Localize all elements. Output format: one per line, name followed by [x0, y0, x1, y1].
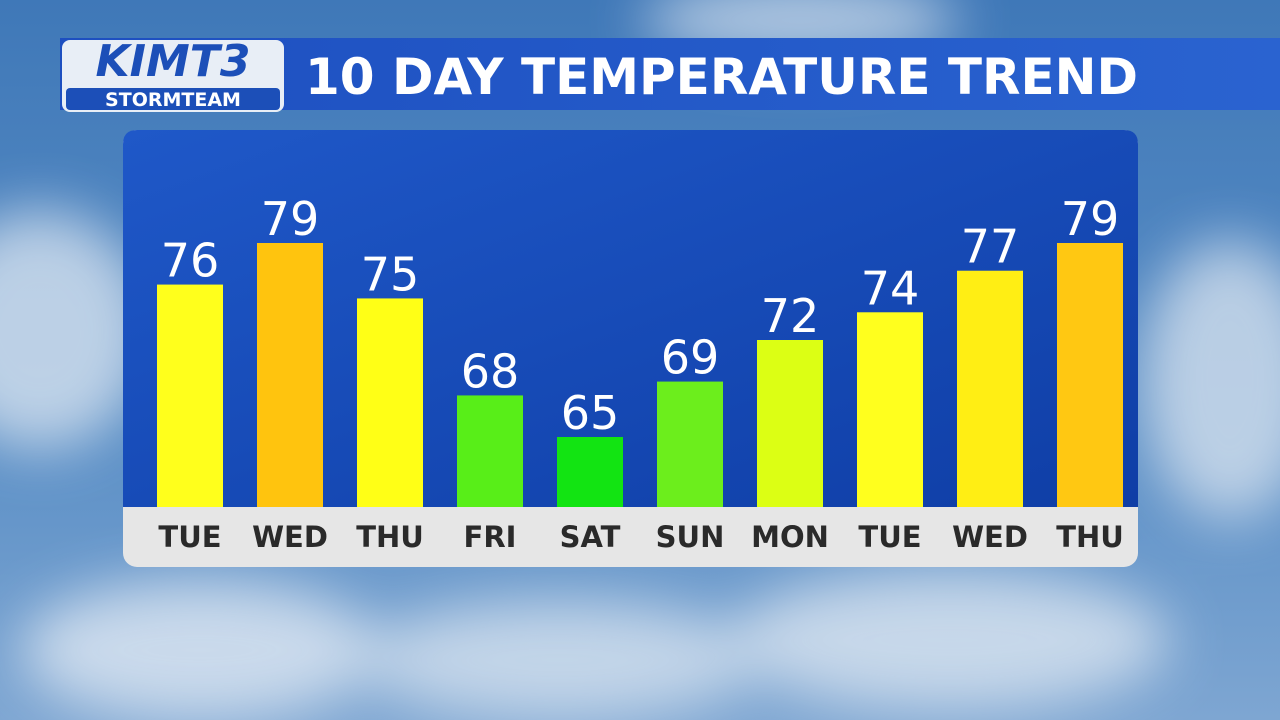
x-tick-label: WED: [952, 520, 1028, 554]
x-tick-label: THU: [1056, 520, 1124, 554]
bar: [957, 270, 1023, 507]
bar: [457, 395, 523, 507]
value-label: 77: [961, 220, 1020, 274]
value-label: 79: [1061, 192, 1120, 246]
value-label: 69: [661, 331, 720, 385]
x-tick-label: MON: [751, 520, 829, 554]
value-label: 65: [561, 386, 620, 440]
bar: [857, 312, 923, 507]
bar: [1057, 243, 1123, 507]
value-label: 75: [361, 247, 420, 301]
value-label: 68: [461, 344, 520, 398]
x-tick-label: FRI: [464, 520, 517, 554]
x-tick-label: TUE: [158, 520, 221, 554]
value-label: 74: [861, 261, 920, 315]
x-tick-label: WED: [252, 520, 328, 554]
value-label: 72: [761, 289, 820, 343]
x-tick-label: TUE: [858, 520, 921, 554]
bar: [357, 298, 423, 507]
bar: [557, 437, 623, 507]
chart-title: 10 DAY TEMPERATURE TREND: [305, 48, 1138, 106]
bar: [657, 381, 723, 507]
bar: [157, 284, 223, 507]
logo-name: KIMT3: [96, 36, 251, 87]
bar: [257, 243, 323, 507]
x-tick-label: SAT: [560, 520, 621, 554]
x-tick-label: SUN: [656, 520, 725, 554]
value-label: 76: [161, 234, 220, 288]
x-tick-label: THU: [356, 520, 424, 554]
logo-team: STORMTEAM: [105, 89, 241, 111]
value-label: 79: [261, 192, 320, 246]
logo-strip: [66, 88, 280, 110]
bar: [757, 340, 823, 507]
